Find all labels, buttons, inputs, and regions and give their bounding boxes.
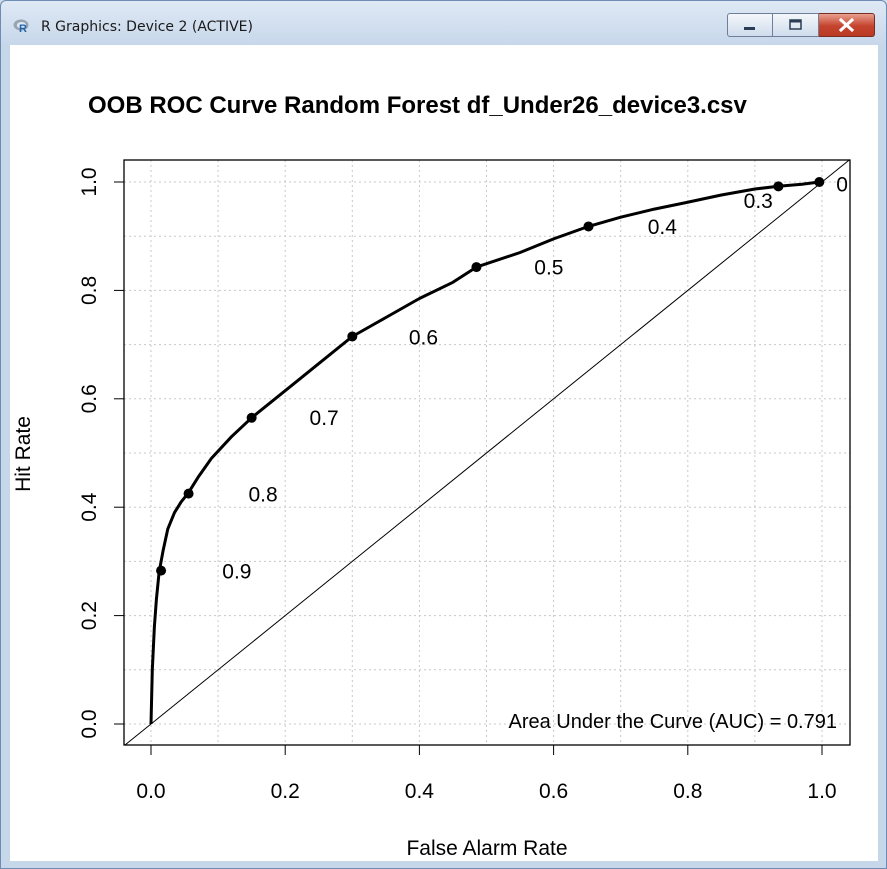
auc-annotation: Area Under the Curve (AUC) = 0.791 xyxy=(509,711,838,733)
y-tick-label: 0.8 xyxy=(78,276,101,305)
threshold-point xyxy=(471,262,482,273)
close-button[interactable] xyxy=(819,13,875,37)
threshold-label: 0.8 xyxy=(248,484,277,507)
roc-curve xyxy=(149,180,820,725)
threshold-point xyxy=(246,412,257,423)
threshold-point xyxy=(814,177,825,187)
threshold-label: 0.4 xyxy=(648,216,678,239)
x-tick-label: 0.8 xyxy=(673,780,702,803)
chart-title: OOB ROC Curve Random Forest df_Under26_d… xyxy=(88,92,748,119)
threshold-label: 0.7 xyxy=(310,407,339,430)
x-axis-label: False Alarm Rate xyxy=(406,837,567,860)
x-tick-label: 0.4 xyxy=(405,780,435,803)
threshold-label: 0.6 xyxy=(409,327,438,350)
threshold-point xyxy=(773,181,784,192)
svg-text:R: R xyxy=(19,23,27,34)
title-bar[interactable]: R R Graphics: Device 2 (ACTIVE) xyxy=(1,1,886,45)
y-tick-label: 0.6 xyxy=(78,384,101,413)
y-axis: 0.0 0.2 0.4 0.6 0.8 1.0 xyxy=(78,167,125,739)
x-tick-label: 0.6 xyxy=(539,780,568,803)
threshold-point xyxy=(183,488,194,499)
threshold-labels: 0.9 0.8 0.7 0.6 0.5 0.4 0.3 0 xyxy=(222,174,848,584)
threshold-points xyxy=(156,177,825,576)
roc-chart: OOB ROC Curve Random Forest df_Under26_d… xyxy=(12,92,851,860)
threshold-label: 0.5 xyxy=(534,257,563,280)
r-logo-icon: R xyxy=(13,19,29,34)
y-tick-label: 0.0 xyxy=(78,709,101,738)
maximize-button[interactable] xyxy=(773,13,819,37)
threshold-label: 0.3 xyxy=(744,190,773,213)
threshold-point xyxy=(583,221,594,232)
x-tick-label: 1.0 xyxy=(807,780,836,803)
y-tick-label: 1.0 xyxy=(78,167,101,196)
maximize-icon xyxy=(789,19,802,30)
roc-curve-line xyxy=(149,180,820,725)
threshold-point xyxy=(347,331,358,342)
window-title: R Graphics: Device 2 (ACTIVE) xyxy=(41,19,253,35)
x-axis: 0.0 0.2 0.4 0.6 0.8 1.0 xyxy=(136,744,837,803)
threshold-label: 0.9 xyxy=(222,561,251,584)
threshold-label: 0 xyxy=(836,174,848,197)
diagonal-line xyxy=(124,159,850,746)
grid-lines xyxy=(124,160,850,745)
y-axis-label: Hit Rate xyxy=(12,416,35,492)
x-tick-label: 0.2 xyxy=(271,780,300,803)
diagonal-reference-line xyxy=(124,159,850,746)
y-tick-label: 0.4 xyxy=(78,492,101,522)
minimize-button[interactable] xyxy=(727,13,773,37)
threshold-point xyxy=(156,565,167,576)
y-tick-label: 0.2 xyxy=(78,601,101,630)
close-icon xyxy=(838,17,855,33)
x-tick-label: 0.0 xyxy=(136,780,165,803)
graphics-device-canvas: OOB ROC Curve Random Forest df_Under26_d… xyxy=(10,45,878,861)
minimize-icon xyxy=(744,27,755,30)
